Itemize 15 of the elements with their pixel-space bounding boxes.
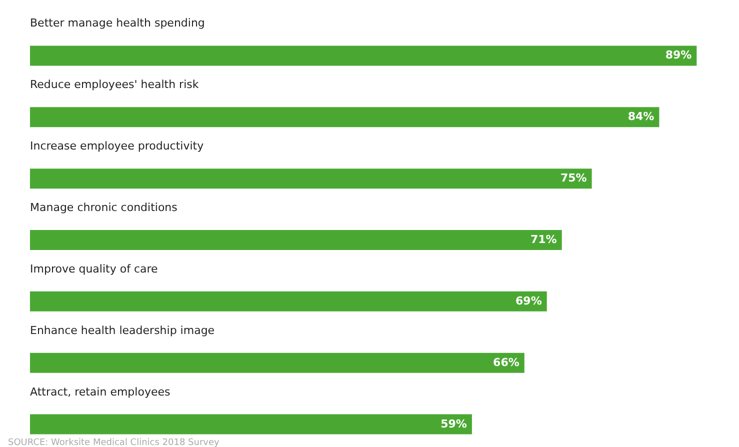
y-tick-label: Attract, retain employees xyxy=(30,385,170,398)
data-label: 71% xyxy=(530,233,557,246)
data-label: 69% xyxy=(516,294,542,308)
annotation: SOURCE: Worksite Medical Clinics 2018 Survey xyxy=(8,438,220,447)
data-label: 59% xyxy=(440,417,467,430)
y-tick-label: Improve quality of care xyxy=(30,262,158,276)
y-tick-label: Enhance health leadership image xyxy=(30,324,215,337)
y-tick-label: Better manage health spending xyxy=(30,16,205,30)
data-label: 84% xyxy=(628,110,654,124)
y-tick-label: Manage chronic conditions xyxy=(30,201,178,214)
data-label: 66% xyxy=(493,356,520,369)
y-tick-label: Increase employee productivity xyxy=(30,140,204,153)
data-label: 89% xyxy=(665,48,692,62)
y-tick-label: Reduce employees' health risk xyxy=(30,78,200,92)
data-label: 75% xyxy=(560,172,587,185)
